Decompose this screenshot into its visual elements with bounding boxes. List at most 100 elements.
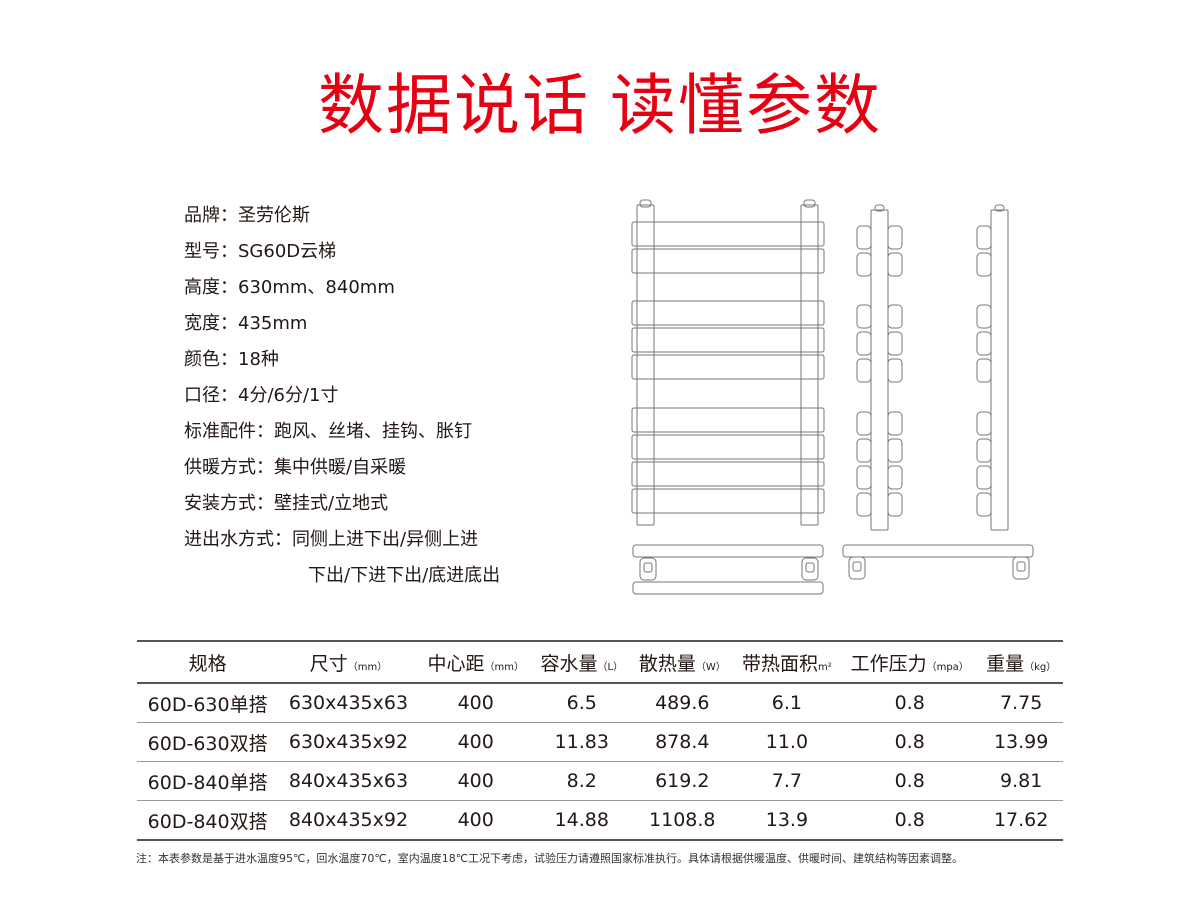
header-name: 散热量 bbox=[638, 652, 696, 675]
inlet-icon bbox=[1016, 561, 1026, 572]
bar-section bbox=[887, 358, 903, 383]
spec-value: 18种 bbox=[238, 349, 279, 370]
bar-top-view bbox=[632, 544, 824, 558]
spec-value: 集中供暖/自采暖 bbox=[274, 457, 407, 478]
bar-section bbox=[887, 411, 903, 436]
spec-label: 安装方式： bbox=[184, 493, 274, 514]
post-bottom bbox=[1012, 556, 1030, 580]
radiator-bar bbox=[631, 461, 825, 487]
spec-label: 高度： bbox=[184, 277, 238, 298]
table-row: 60D-630单搭 630x435x63 400 6.5 489.6 6.1 0.8 7.75 bbox=[137, 683, 1063, 723]
spec-item: 供暖方式：集中供暖/自采暖 bbox=[184, 450, 500, 486]
radiator-post bbox=[990, 209, 1009, 531]
table-cell: 840x435x63 bbox=[278, 761, 419, 801]
bar-section bbox=[976, 492, 992, 517]
header-unit: m² bbox=[818, 661, 832, 673]
spec-continuation: 下出/下进下出/底进底出 bbox=[308, 565, 501, 586]
table-header-row: 规格 尺寸（mm） 中心距（mm） 容水量（L） 散热量（W） 带热面积m² 工作压力（mp… bbox=[137, 641, 1063, 683]
bar-section bbox=[856, 438, 872, 463]
table-cell: 6.5 bbox=[532, 683, 631, 723]
bar-section bbox=[976, 225, 992, 250]
table-cell: 840x435x92 bbox=[278, 800, 419, 841]
bar-section bbox=[887, 304, 903, 329]
table-cell: 400 bbox=[418, 761, 533, 801]
spec-item: 品牌：圣劳伦斯 bbox=[184, 198, 500, 234]
page-title: 数据说话 读懂参数 bbox=[0, 52, 1200, 148]
radiator-bar bbox=[631, 434, 825, 460]
table-cell: 6.1 bbox=[733, 683, 841, 723]
bar-section bbox=[856, 411, 872, 436]
radiator-bar bbox=[631, 354, 825, 380]
spec-label: 口径： bbox=[184, 385, 238, 406]
table-cell: 7.7 bbox=[733, 761, 841, 801]
radiator-post bbox=[636, 204, 655, 526]
table-row: 60D-630双搭 630x435x92 400 11.83 878.4 11.0 0.8 1… bbox=[137, 722, 1063, 762]
header-name: 容水量 bbox=[540, 652, 598, 675]
valve-cap bbox=[803, 199, 816, 208]
spec-item: 进出水方式：同侧上进下出/异侧上进 bbox=[184, 522, 500, 558]
title-bold: 数据说话 bbox=[318, 67, 590, 144]
bar-section bbox=[887, 492, 903, 517]
table-cell: 400 bbox=[418, 722, 533, 762]
bar-section bbox=[856, 465, 872, 490]
radiator-bar bbox=[631, 221, 825, 247]
spec-item: 安装方式：壁挂式/立地式 bbox=[184, 486, 500, 522]
spec-value: 跑风、丝堵、挂钩、胀钉 bbox=[274, 421, 472, 442]
column-header: 带热面积m² bbox=[734, 641, 840, 683]
spec-value: 630mm、840mm bbox=[238, 277, 395, 298]
bar-section bbox=[976, 358, 992, 383]
bar-section bbox=[976, 438, 992, 463]
table-cell: 17.62 bbox=[979, 800, 1063, 841]
spec-value: 435mm bbox=[238, 313, 308, 334]
table-cell: 0.8 bbox=[840, 761, 980, 801]
bar-section bbox=[856, 225, 872, 250]
spec-item: 标准配件：跑风、丝堵、挂钩、胀钉 bbox=[184, 414, 500, 450]
spec-label: 颜色： bbox=[184, 349, 238, 370]
footnote: 注：本表参数是基于进水温度95℃，回水温度70℃，室内温度18℃工况下考虑，试验… bbox=[136, 852, 964, 865]
inlet-icon bbox=[852, 561, 862, 572]
table-cell: 8.2 bbox=[532, 761, 631, 801]
bar-section bbox=[856, 492, 872, 517]
spec-label: 品牌： bbox=[184, 205, 238, 226]
column-header: 中心距（mm） bbox=[419, 641, 533, 683]
radiator-bar bbox=[631, 300, 825, 326]
header-name: 中心距 bbox=[427, 652, 485, 675]
table-cell: 14.88 bbox=[532, 800, 631, 841]
header-name: 带热面积 bbox=[742, 652, 819, 675]
table-cell: 0.8 bbox=[840, 800, 980, 841]
bar-section bbox=[976, 304, 992, 329]
header-unit: （kg） bbox=[1024, 661, 1057, 673]
spec-value: 4分/6分/1寸 bbox=[238, 385, 339, 406]
header-unit: （L） bbox=[597, 661, 624, 673]
column-header: 工作压力（mpa） bbox=[840, 641, 979, 683]
header-unit: （mm） bbox=[484, 661, 524, 673]
spec-list: 品牌：圣劳伦斯 型号：SG60D云梯 高度：630mm、840mm 宽度：435mm 颜… bbox=[184, 198, 500, 594]
table-cell: 400 bbox=[418, 800, 533, 841]
table-cell: 400 bbox=[418, 683, 533, 723]
post-bottom bbox=[639, 557, 657, 581]
header-name: 尺寸 bbox=[309, 652, 348, 675]
table-cell: 489.6 bbox=[630, 683, 734, 723]
spec-value: SG60D云梯 bbox=[238, 241, 337, 262]
table-cell: 60D-840双搭 bbox=[137, 800, 279, 841]
header-unit: （W） bbox=[695, 661, 726, 673]
column-header: 重量（kg） bbox=[979, 641, 1063, 683]
header-name: 工作压力 bbox=[850, 652, 927, 675]
radiator-bar bbox=[631, 327, 825, 353]
header-unit: （mpa） bbox=[926, 661, 969, 673]
spec-table: 规格 尺寸（mm） 中心距（mm） 容水量（L） 散热量（W） 带热面积m² 工作压力（mp… bbox=[137, 640, 1063, 841]
column-header: 规格 bbox=[137, 641, 278, 683]
valve-cap bbox=[994, 204, 1005, 212]
inlet-icon bbox=[643, 562, 653, 573]
table-cell: 7.75 bbox=[979, 683, 1063, 723]
spec-value: 壁挂式/立地式 bbox=[274, 493, 389, 514]
post-bottom bbox=[848, 556, 866, 580]
bar-section bbox=[856, 252, 872, 277]
spec-label: 进出水方式： bbox=[184, 529, 292, 550]
spec-label: 供暖方式： bbox=[184, 457, 274, 478]
table-cell: 60D-630单搭 bbox=[137, 683, 279, 723]
spec-label: 标准配件： bbox=[184, 421, 274, 442]
spec-label: 宽度： bbox=[184, 313, 238, 334]
